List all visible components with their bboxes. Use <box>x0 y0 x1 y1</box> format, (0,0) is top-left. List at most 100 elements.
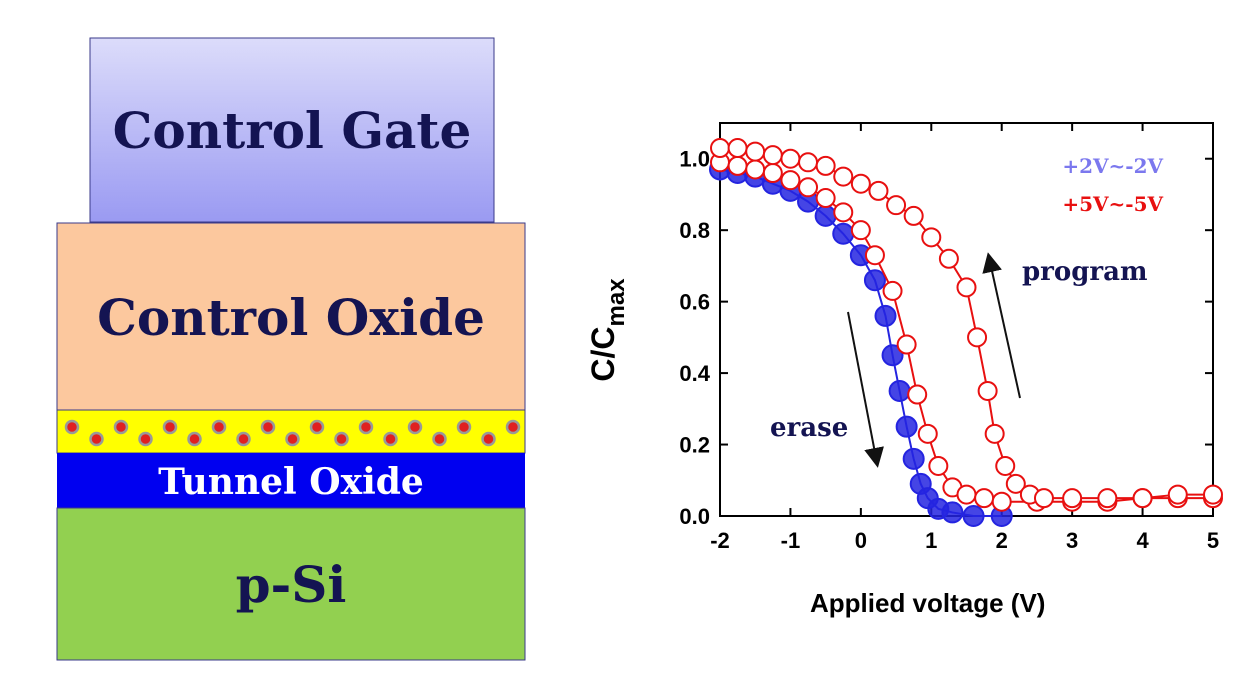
trap-dot <box>113 419 129 435</box>
y-tick-label: 0.4 <box>679 361 710 386</box>
substrate-layer <box>56 507 526 661</box>
data-point <box>882 280 903 301</box>
trap-dot <box>89 431 104 447</box>
trap-dots <box>64 419 521 447</box>
trap-dot <box>407 419 423 435</box>
data-point <box>727 155 748 176</box>
layer-label: Control Gate <box>113 101 472 160</box>
data-point <box>780 170 801 191</box>
data-point <box>956 277 977 298</box>
data-point <box>710 138 730 159</box>
y-label-main: C/C <box>585 326 621 381</box>
x-tick-label: 4 <box>1136 528 1149 553</box>
stack-diagram: Control Gate Control Oxide Tunnel Oxide … <box>56 37 526 661</box>
data-point <box>974 488 995 509</box>
data-point <box>903 205 924 226</box>
trap-dot <box>334 431 349 447</box>
data-point <box>745 141 766 162</box>
program-arrow <box>982 252 1021 399</box>
oxide-layer <box>56 222 526 411</box>
data-point <box>798 152 819 173</box>
layer-label: Tunnel Oxide <box>158 461 424 503</box>
data-point <box>1062 488 1083 509</box>
data-point <box>850 220 871 241</box>
trap-dot <box>358 419 374 435</box>
data-point <box>874 304 897 327</box>
y-tick-label: 0.6 <box>679 290 710 315</box>
layer-label: Control Oxide <box>97 288 485 347</box>
data-point <box>928 455 949 476</box>
x-tick-label: 3 <box>1066 528 1078 553</box>
trap-dot <box>432 431 447 447</box>
trap-dot <box>187 431 202 447</box>
data-point <box>815 155 836 176</box>
data-point <box>917 423 938 444</box>
trap-dot <box>260 419 276 435</box>
x-tick-label: 2 <box>996 528 1008 553</box>
layer-label: p-Si <box>236 555 347 614</box>
data-point <box>962 505 985 527</box>
data-point <box>907 384 928 405</box>
x-tick-label: 5 <box>1207 528 1219 553</box>
legend-entry: +5V~-5V <box>1062 192 1163 216</box>
x-tick-label: 0 <box>855 528 867 553</box>
data-point <box>938 248 959 269</box>
data-point <box>895 415 918 438</box>
trap-dot <box>456 419 472 435</box>
y-tick-label: 0.0 <box>679 504 710 529</box>
data-point <box>864 245 885 266</box>
data-point <box>1097 488 1118 509</box>
trap-dot <box>309 419 325 435</box>
data-point <box>868 180 889 201</box>
data-point <box>727 138 748 159</box>
y-tick-label: 1.0 <box>679 147 710 172</box>
data-point <box>863 269 886 292</box>
trap-dot <box>211 419 227 435</box>
data-point <box>1132 488 1153 509</box>
legend-entry: +2V~-2V <box>1062 154 1163 178</box>
trap-dot <box>285 431 300 447</box>
data-point <box>833 166 854 187</box>
data-point <box>850 173 871 194</box>
x-axis-label: Applied voltage (V) <box>810 588 1045 618</box>
data-point <box>1005 473 1026 494</box>
data-point <box>921 227 942 248</box>
tunnel-layer <box>57 453 525 508</box>
x-tick-label: 1 <box>925 528 937 553</box>
data-point <box>780 148 801 169</box>
data-point <box>762 145 783 166</box>
data-point <box>956 484 977 505</box>
data-point <box>745 159 766 180</box>
data-point <box>977 380 998 401</box>
data-point <box>995 455 1016 476</box>
trap-layer <box>56 409 526 454</box>
data-point <box>832 222 855 245</box>
data-point <box>886 195 907 216</box>
trap-dot <box>138 431 153 447</box>
data-point <box>984 423 1005 444</box>
data-point <box>815 188 836 209</box>
erase-arrow <box>847 311 884 468</box>
data-point <box>1167 484 1188 505</box>
data-point <box>814 204 837 227</box>
x-tick-label: -1 <box>781 528 801 553</box>
trap-dot <box>236 431 251 447</box>
data-point <box>1033 488 1054 509</box>
data-point <box>991 491 1012 512</box>
data-point <box>896 334 917 355</box>
data-point <box>881 344 904 367</box>
chart: Applied voltage (V) C/Cmax program erase… <box>585 122 1223 618</box>
data-point <box>941 501 964 524</box>
annotation: program <box>1022 257 1147 287</box>
data-point <box>967 327 988 348</box>
gate-layer <box>89 37 495 223</box>
x-tick-label: -2 <box>710 528 730 553</box>
data-point <box>888 379 911 402</box>
data-point <box>833 202 854 223</box>
y-axis-label: C/Cmax <box>585 278 630 382</box>
trap-dot <box>162 419 178 435</box>
trap-dot <box>481 431 496 447</box>
y-tick-label: 0.8 <box>679 218 710 243</box>
data-point <box>798 177 819 198</box>
data-point <box>1203 484 1223 505</box>
